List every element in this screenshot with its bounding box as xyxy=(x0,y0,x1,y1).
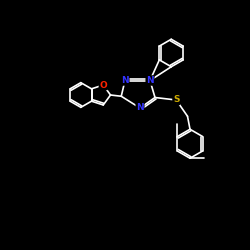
Text: N: N xyxy=(136,104,144,112)
Text: N: N xyxy=(146,76,154,85)
Text: N: N xyxy=(121,76,129,85)
Text: O: O xyxy=(99,80,107,90)
Text: S: S xyxy=(173,96,180,104)
